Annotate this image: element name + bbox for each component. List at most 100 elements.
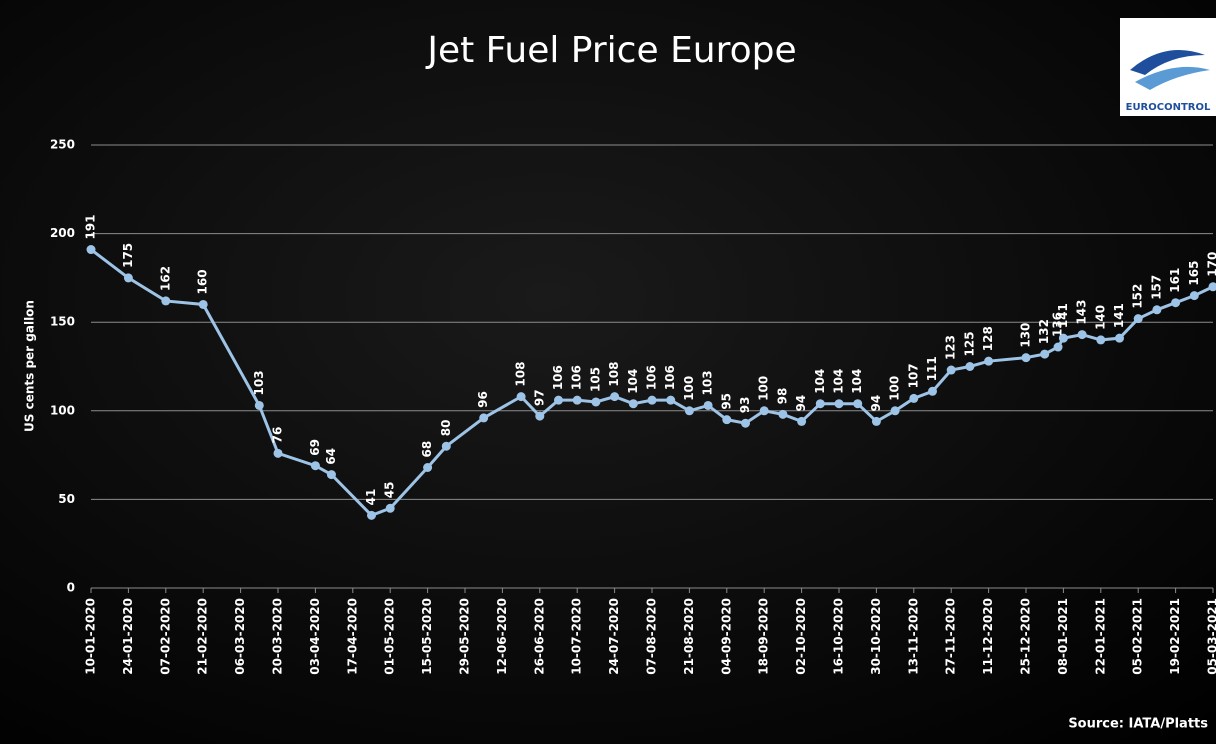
data-label: 100 [888,376,902,401]
x-tick-label: 18-09-2020 [757,598,771,675]
data-label: 141 [1056,303,1070,328]
data-label: 68 [420,441,434,458]
data-label: 191 [84,214,98,239]
data-label: 106 [663,365,677,390]
data-label: 104 [832,369,846,394]
data-label: 93 [738,397,752,414]
data-label: 105 [588,367,602,392]
marker [442,442,451,451]
x-tick-label: 02-10-2020 [794,598,808,675]
data-label: 106 [570,365,584,390]
marker [311,461,320,470]
data-label: 76 [271,427,285,444]
source: Source: IATA/Platts [1068,717,1208,732]
marker [199,300,208,309]
x-tick-label: 03-04-2020 [308,598,322,675]
y-tick-label: 50 [58,492,75,506]
logo: EUROCONTROL [1120,18,1216,116]
chart: Jet Fuel Price Europe EUROCONTROL US cen… [0,0,1216,744]
marker [1078,330,1087,339]
marker [1040,350,1049,359]
x-tick-label: 26-06-2020 [532,598,546,675]
y-tick-label: 200 [50,226,75,240]
x-tick-label: 10-01-2020 [84,598,98,675]
data-label: 107 [906,363,920,388]
data-label: 125 [962,331,976,356]
data-label: 130 [1019,323,1033,348]
chart-title: Jet Fuel Price Europe [425,30,796,71]
x-tick-label: 29-05-2020 [458,598,472,675]
y-tick-label: 100 [50,403,75,417]
data-label: 97 [532,389,546,406]
data-label: 152 [1131,284,1145,309]
marker [835,399,844,408]
x-tick-label: 27-11-2020 [944,598,958,675]
data-label: 175 [121,243,135,268]
x-tick-label: 24-01-2020 [121,598,135,675]
data-label: 104 [850,369,864,394]
x-tick-label: 05-03-2021 [1206,598,1216,675]
x-tick-label: 30-10-2020 [869,598,883,675]
marker [629,399,638,408]
marker [386,504,395,513]
marker [778,410,787,419]
x-tick-label: 24-07-2020 [607,598,621,675]
marker [1115,334,1124,343]
x-tick-label: 22-01-2021 [1093,598,1107,675]
data-label: 69 [308,439,322,456]
data-label: 104 [626,369,640,394]
data-label: 100 [682,376,696,401]
marker [853,399,862,408]
data-label: 64 [324,448,338,465]
data-label: 141 [1112,303,1126,328]
marker [947,366,956,375]
logo-text: EUROCONTROL [1126,102,1211,113]
y-tick-label: 250 [50,138,75,152]
x-tick-label: 19-02-2021 [1168,598,1182,675]
data-label: 165 [1187,261,1201,286]
data-label: 103 [701,370,715,395]
x-tick-label: 25-12-2020 [1019,598,1033,675]
y-tick-label: 0 [67,581,75,595]
x-tick-label: 12-06-2020 [495,598,509,675]
data-label: 103 [252,370,266,395]
data-label: 140 [1093,305,1107,330]
marker [1152,305,1161,314]
marker [722,415,731,424]
data-label: 95 [719,393,733,410]
marker [274,449,283,458]
x-tick-label: 15-05-2020 [420,598,434,675]
marker [984,357,993,366]
marker [1059,334,1068,343]
data-label: 160 [196,269,210,294]
x-tick-label: 17-04-2020 [345,598,359,675]
marker [87,245,96,254]
marker [423,463,432,472]
marker [648,396,657,405]
data-label: 162 [158,266,172,291]
x-tick-label: 11-12-2020 [981,598,995,675]
data-label: 143 [1075,300,1089,325]
marker [1190,291,1199,300]
marker [704,401,713,410]
data-label: 106 [645,365,659,390]
data-label: 104 [813,369,827,394]
data-label: 106 [551,365,565,390]
x-tick-label: 21-08-2020 [682,598,696,675]
data-label: 161 [1168,268,1182,293]
marker [255,401,264,410]
marker [797,417,806,426]
marker [1171,298,1180,307]
marker [1134,314,1143,323]
marker [965,362,974,371]
data-label: 96 [476,391,490,408]
marker [760,406,769,415]
marker [591,397,600,406]
marker [554,396,563,405]
data-label: 108 [607,362,621,387]
data-label: 80 [439,420,453,437]
marker [610,392,619,401]
x-tick-label: 20-03-2020 [271,598,285,675]
marker [367,511,376,520]
marker [1022,353,1031,362]
